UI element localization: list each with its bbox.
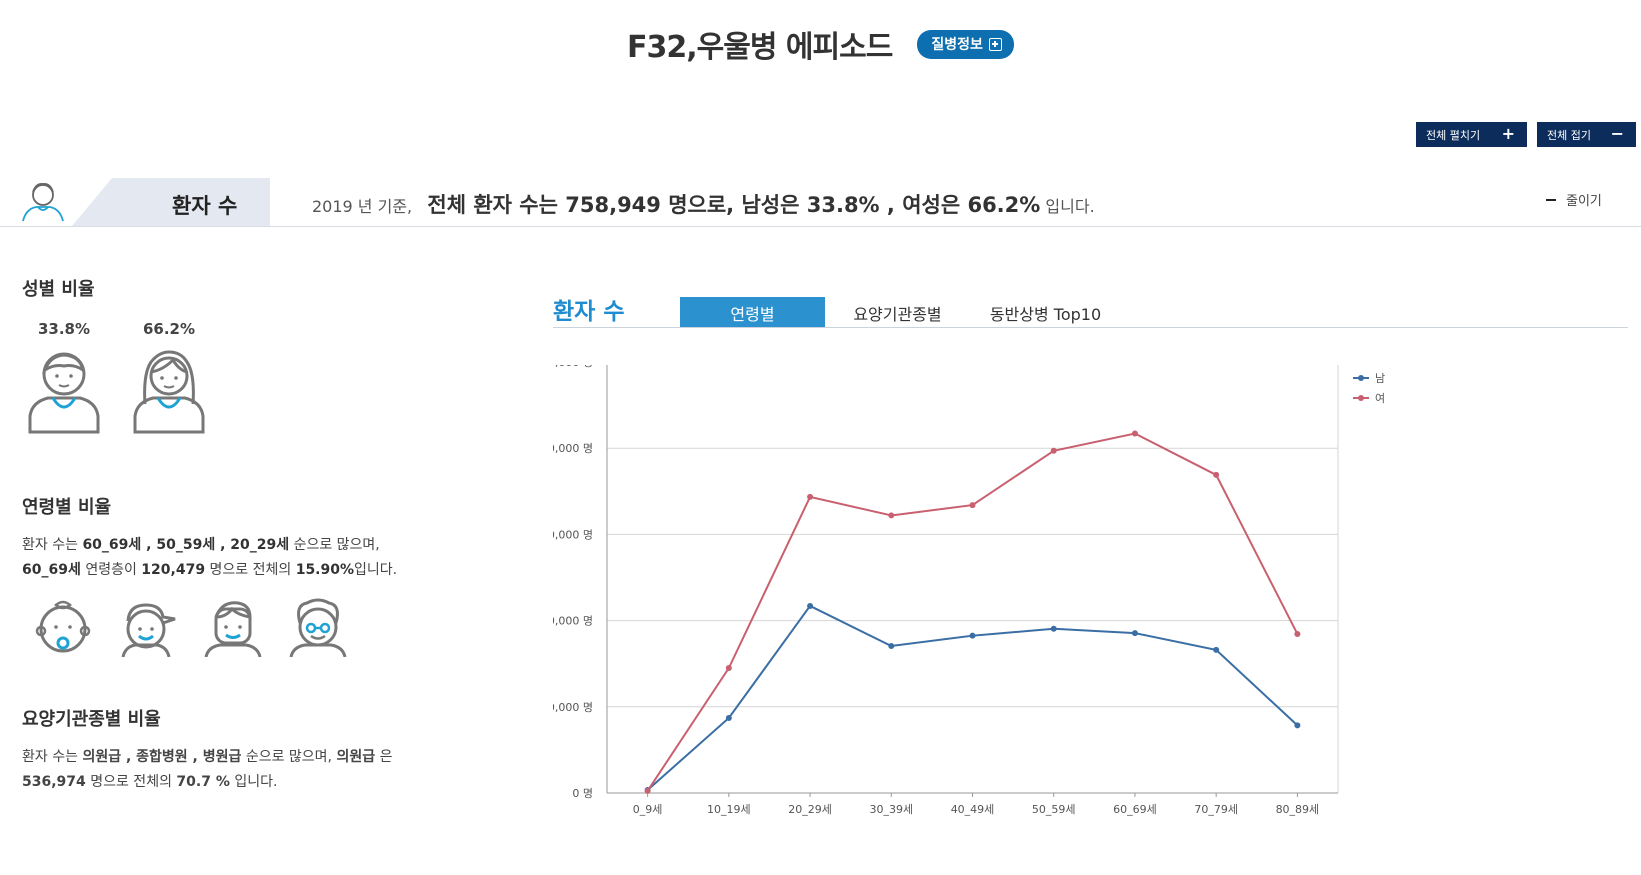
institution-ratio-title: 요양기관종별 비율 — [22, 709, 161, 730]
data-point — [807, 493, 814, 500]
x-tick-label: 20_29세 — [788, 803, 832, 816]
tab-institution-type[interactable]: 요양기관종별 — [853, 305, 942, 324]
male-icon — [28, 352, 100, 434]
minus-icon: − — [1610, 124, 1624, 143]
summary-main: 전체 환자 수는 758,949 명으로, 남성은 33.8% , 여성은 66… — [427, 193, 1041, 217]
age-icons — [32, 595, 367, 661]
disease-info-button[interactable]: 질병정보 — [917, 29, 1014, 59]
baby-icon — [35, 600, 91, 653]
age-desc-bold: 15.90% — [295, 562, 355, 578]
data-point — [888, 512, 895, 519]
page-title: F32,우울병 에피소드 — [627, 30, 893, 65]
age-desc-text: 명으로 전체의 — [209, 562, 292, 578]
data-point — [1131, 430, 1138, 437]
y-tick-label: 100,000 명 — [553, 365, 593, 369]
female-percent: 66.2% — [142, 320, 196, 338]
female-item: 66.2% — [124, 320, 214, 440]
collapse-all-label: 전체 접기 — [1547, 129, 1591, 142]
chart-header: 환자 수 연령별 요양기관종별 동반상병 Top10 — [553, 290, 1628, 328]
data-point — [969, 502, 976, 509]
series-line-female — [646, 432, 1299, 792]
summary-suffix: 입니다. — [1045, 197, 1095, 216]
data-point — [1213, 646, 1220, 653]
data-point — [1050, 447, 1057, 454]
expand-all-button[interactable]: 전체 펼치기 + — [1416, 122, 1527, 147]
inst-desc-text: 명으로 전체의 — [90, 774, 172, 790]
y-tick-label: 20,000 명 — [553, 701, 593, 714]
data-point — [725, 665, 732, 672]
age-desc-bold: 60_69세 , 50_59세 , 20_29세 — [82, 537, 290, 553]
collapse-all-button[interactable]: 전체 접기 − — [1537, 122, 1636, 147]
data-point — [1050, 625, 1057, 632]
y-tick-label: 0 명 — [572, 787, 593, 800]
age-desc-text: 연령층이 — [85, 562, 137, 578]
x-tick-label: 10_19세 — [707, 803, 751, 816]
data-point — [969, 632, 976, 639]
data-point — [1131, 630, 1138, 637]
inst-desc-bold: 의원급 , 종합병원 , 병원급 — [82, 749, 242, 765]
data-point — [807, 602, 814, 609]
left-column: 성별 비율 33.8% 66.2% — [22, 275, 442, 790]
chart-panel-title: 환자 수 — [553, 299, 625, 325]
x-tick-label: 70_79세 — [1194, 803, 1238, 816]
age-desc-text: 입니다. — [354, 562, 398, 578]
age-desc-text: 순으로 많으며, — [293, 537, 380, 553]
disease-info-label: 질병정보 — [931, 36, 983, 53]
data-point — [888, 643, 895, 650]
inst-desc-text: 은 — [379, 749, 393, 765]
y-tick-label: 60,000 명 — [553, 528, 593, 541]
tab-comorbidity-top10[interactable]: 동반상병 Top10 — [989, 305, 1102, 324]
patient-count-section-header: 환자 수 2019 년 기준, 전체 환자 수는 758,949 명으로, 남성… — [0, 175, 1641, 227]
collapse-section-button[interactable]: 줄이기 — [1546, 190, 1602, 209]
section-tab-label: 환자 수 — [172, 194, 238, 218]
person-icon — [22, 183, 64, 222]
x-tick-label: 60_69세 — [1113, 803, 1157, 816]
data-point — [1213, 471, 1220, 478]
inst-desc-text: 순으로 많으며, — [245, 749, 333, 765]
data-point — [725, 715, 732, 722]
expand-all-label: 전체 펼치기 — [1426, 129, 1481, 142]
legend-label: 남 — [1375, 372, 1385, 385]
x-tick-label: 80_89세 — [1276, 803, 1320, 816]
tab-age[interactable]: 연령별 — [680, 297, 825, 327]
senior-icon — [289, 598, 347, 658]
section-tab: 환자 수 — [72, 178, 270, 226]
x-tick-label: 40_49세 — [951, 803, 995, 816]
age-desc-bold: 120,479 — [141, 562, 206, 578]
data-point — [1294, 722, 1301, 729]
x-tick-label: 50_59세 — [1032, 803, 1076, 816]
adult-icon — [204, 601, 262, 658]
page-header: F32,우울병 에피소드 질병정보 — [0, 22, 1641, 66]
x-tick-label: 0_9세 — [633, 803, 663, 816]
plus-icon: + — [1501, 124, 1515, 143]
legend-marker — [1358, 395, 1364, 401]
inst-desc-bold: 536,974 — [22, 774, 86, 790]
inst-desc-text: 입니다. — [234, 774, 278, 790]
summary-text: 2019 년 기준, 전체 환자 수는 758,949 명으로, 남성은 33.… — [312, 189, 1095, 219]
age-description: 환자 수는 60_69세 , 50_59세 , 20_29세 순으로 많으며, … — [22, 533, 397, 583]
legend-marker — [1358, 375, 1364, 381]
age-desc-bold: 60_69세 — [22, 562, 81, 578]
data-point — [644, 787, 651, 794]
data-point — [1294, 630, 1301, 637]
teen-icon — [121, 603, 176, 658]
age-ratio-title: 연령별 비율 — [22, 497, 112, 518]
x-tick-label: 30_39세 — [869, 803, 913, 816]
inst-desc-bold: 70.7 % — [176, 774, 230, 790]
age-desc-text: 환자 수는 — [22, 537, 78, 553]
summary-prefix: 2019 년 기준, — [312, 197, 413, 216]
male-item: 33.8% — [19, 320, 109, 440]
female-icon — [133, 350, 205, 434]
institution-description: 환자 수는 의원급 , 종합병원 , 병원급 순으로 많으며, 의원급 은 53… — [22, 745, 392, 795]
legend-label: 여 — [1375, 392, 1385, 405]
plus-box-icon — [988, 37, 1002, 51]
y-tick-label: 40,000 명 — [553, 615, 593, 628]
male-percent: 33.8% — [37, 320, 91, 338]
age-line-chart: 0 명 20,000 명 40,000 명 60,000 명 80,000 명 100,0… — [553, 365, 1385, 816]
inst-desc-bold: 의원급 — [336, 749, 376, 765]
gender-ratio-title: 성별 비율 — [22, 279, 95, 300]
inst-desc-text: 환자 수는 — [22, 749, 78, 765]
y-tick-label: 80,000 명 — [553, 442, 593, 455]
